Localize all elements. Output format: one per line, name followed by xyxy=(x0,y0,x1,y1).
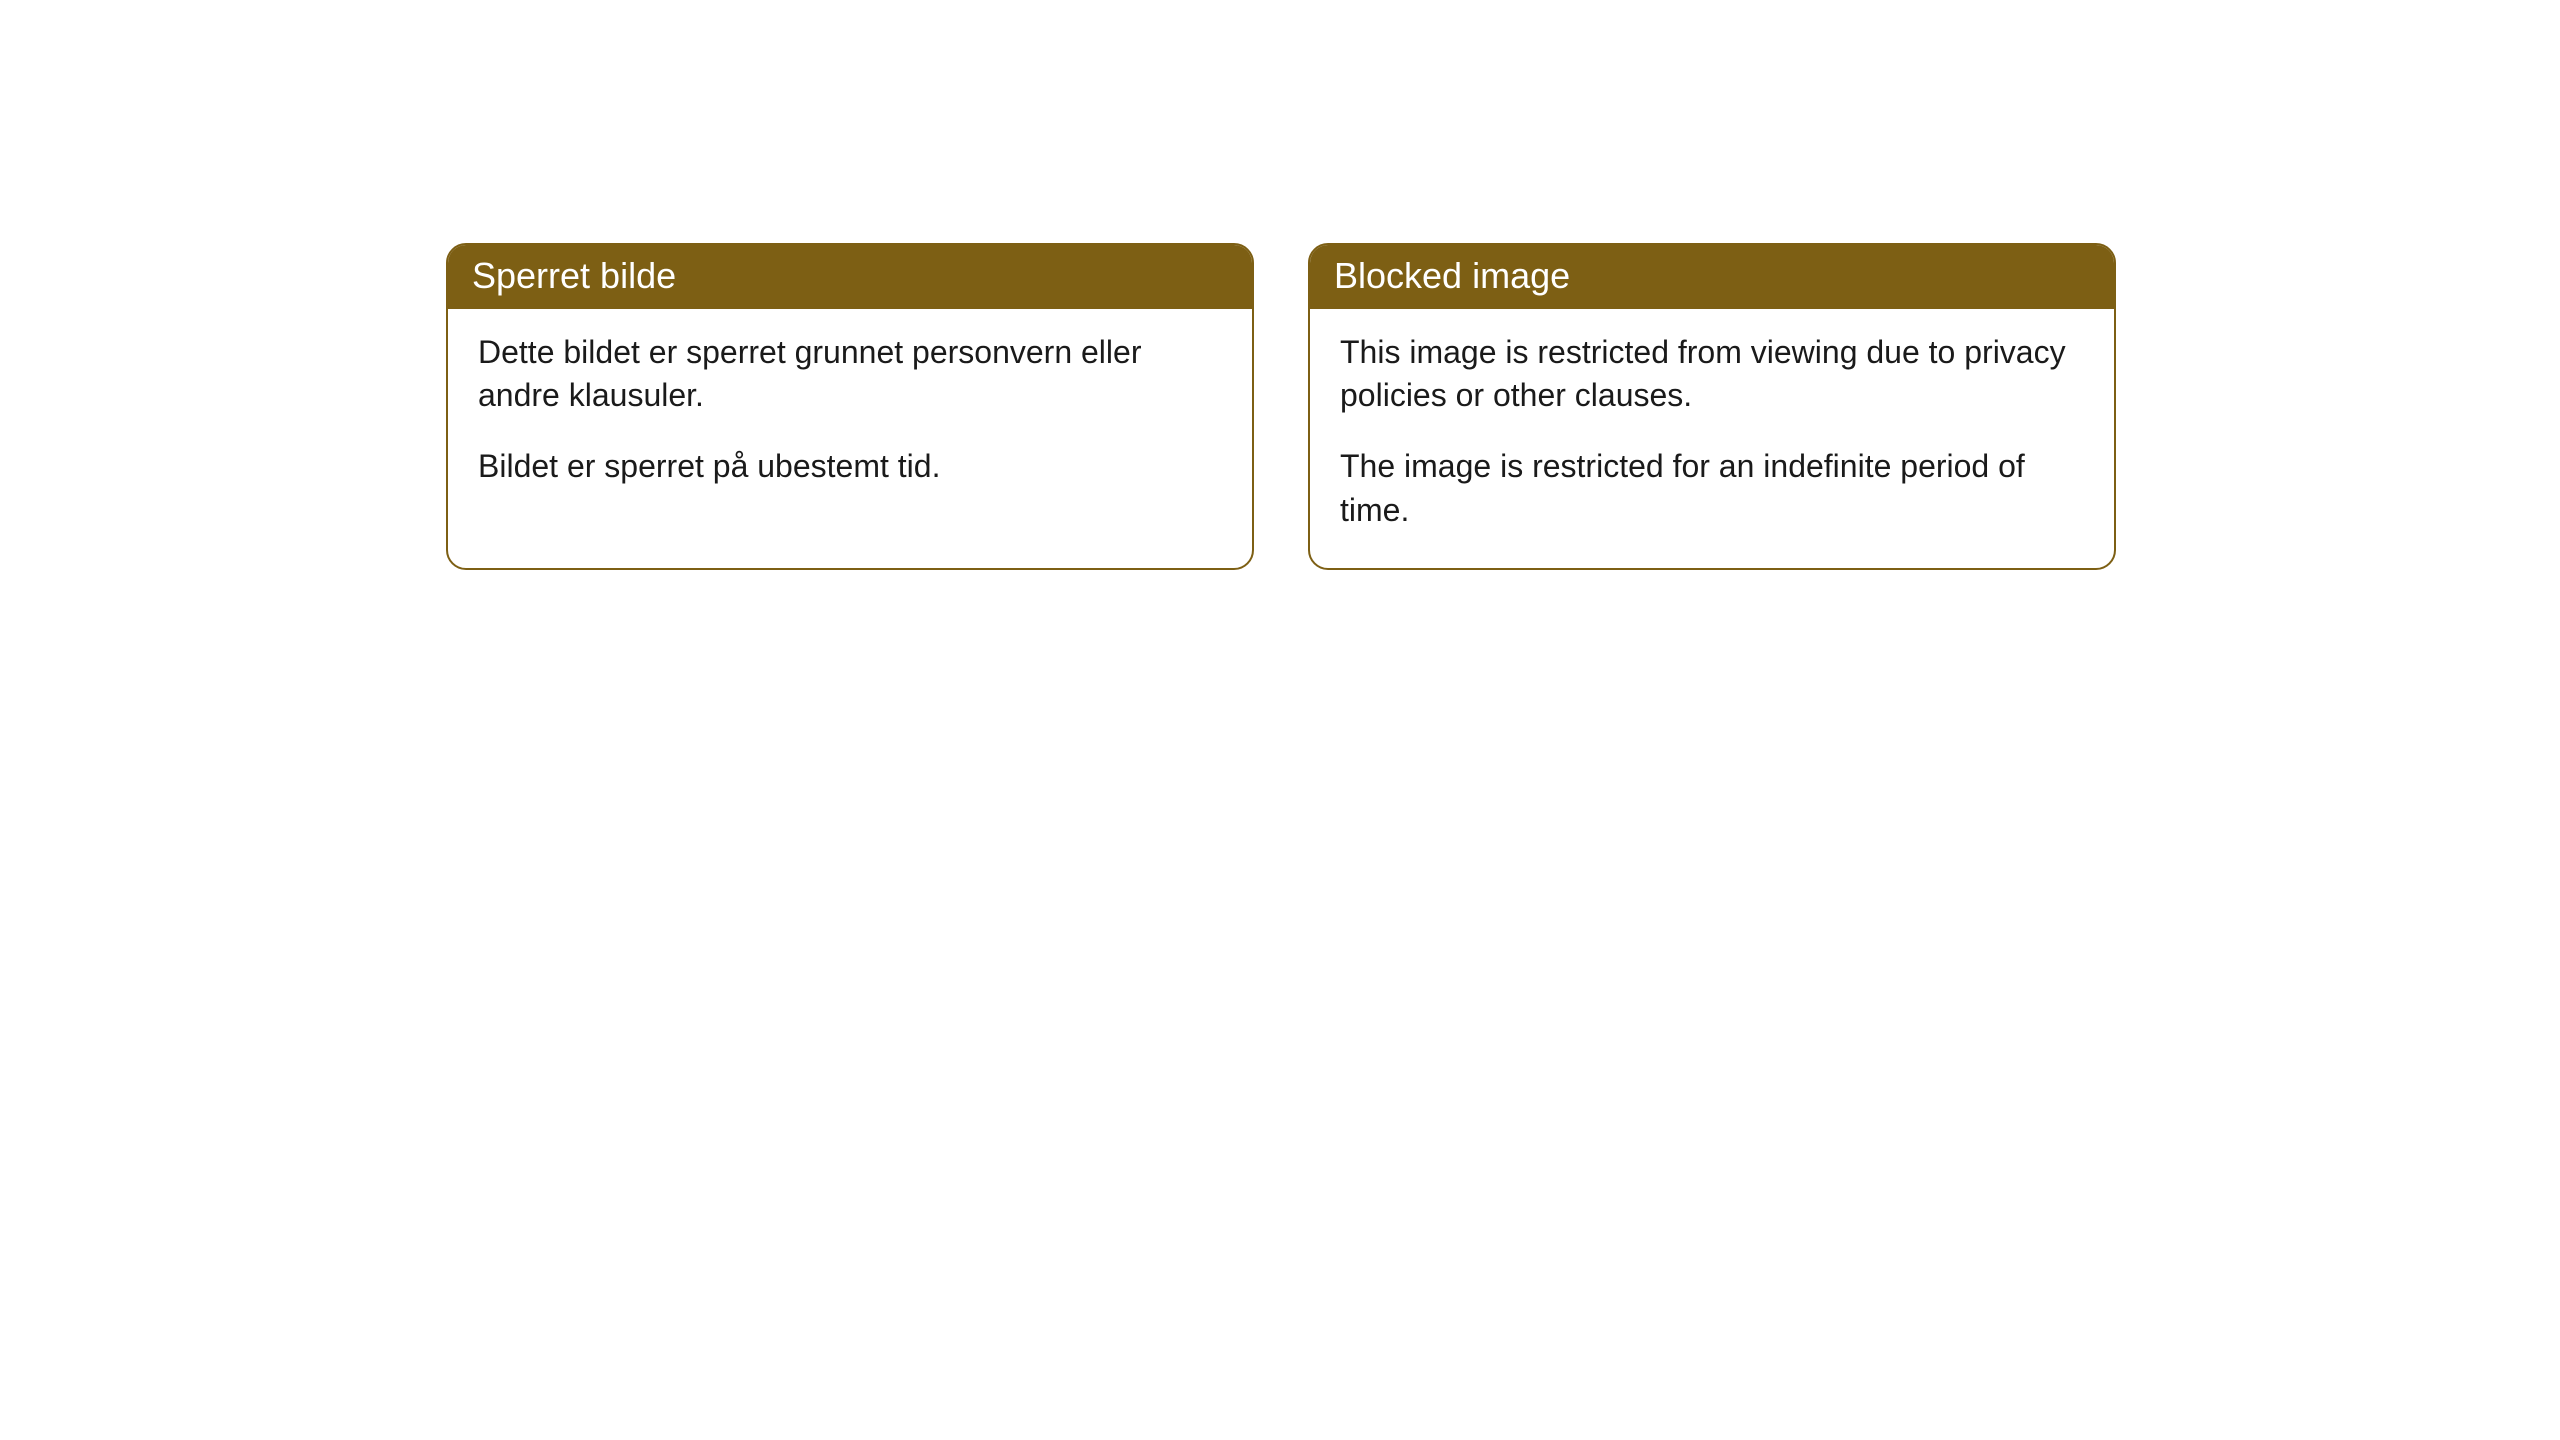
card-header: Sperret bilde xyxy=(448,245,1252,309)
card-title: Blocked image xyxy=(1334,255,1570,296)
blocked-image-card-norwegian: Sperret bilde Dette bildet er sperret gr… xyxy=(446,243,1254,570)
card-paragraph: The image is restricted for an indefinit… xyxy=(1340,445,2084,531)
blocked-image-card-english: Blocked image This image is restricted f… xyxy=(1308,243,2116,570)
card-body: This image is restricted from viewing du… xyxy=(1310,309,2114,568)
card-paragraph: Dette bildet er sperret grunnet personve… xyxy=(478,331,1222,417)
card-paragraph: This image is restricted from viewing du… xyxy=(1340,331,2084,417)
cards-container: Sperret bilde Dette bildet er sperret gr… xyxy=(446,243,2116,570)
card-paragraph: Bildet er sperret på ubestemt tid. xyxy=(478,445,1222,488)
card-body: Dette bildet er sperret grunnet personve… xyxy=(448,309,1252,525)
card-title: Sperret bilde xyxy=(472,255,676,296)
card-header: Blocked image xyxy=(1310,245,2114,309)
